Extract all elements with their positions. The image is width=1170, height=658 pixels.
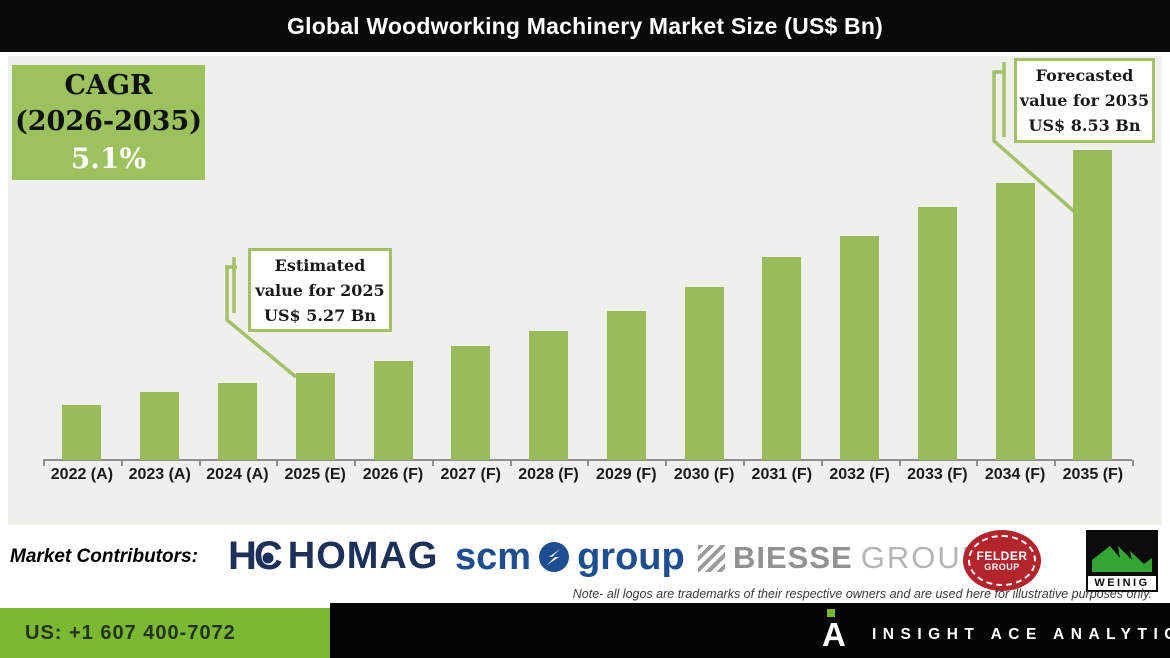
x-axis-tick bbox=[43, 460, 45, 466]
x-axis-tick bbox=[354, 460, 357, 466]
x-label-2028: 2028 (F) bbox=[518, 466, 579, 483]
biesse-logo-icon bbox=[698, 544, 725, 572]
homag-logo-text: HOMAG bbox=[287, 535, 439, 577]
bar-2033 bbox=[917, 207, 957, 460]
weinig-mountain-icon bbox=[1092, 546, 1152, 572]
weinig-logo: WEINIG bbox=[1086, 530, 1158, 592]
insight-ace-analytic-text: INSIGHT ACE ANALYTIC bbox=[872, 626, 1170, 643]
forecasted-line-2: value for 2035 bbox=[1019, 91, 1150, 110]
estimated-line-1: Estimated bbox=[274, 255, 366, 275]
x-axis-tick bbox=[587, 460, 590, 466]
x-axis-tick bbox=[976, 460, 979, 466]
scm-logo-text-left: scm bbox=[455, 536, 532, 578]
homag-dot-icon bbox=[262, 552, 274, 564]
homag-logo: HC HOMAG bbox=[228, 535, 438, 577]
footer-black-bar bbox=[330, 603, 1170, 658]
cagr-value: 5.1% bbox=[70, 141, 147, 175]
estimated-line-3: US$ 5.27 Bn bbox=[264, 305, 376, 325]
market-contributors-label: Market Contributors: bbox=[10, 546, 198, 567]
scm-group-logo: scm group bbox=[455, 537, 685, 577]
title-bar: Global Woodworking Machinery Market Size… bbox=[0, 0, 1170, 52]
x-label-2031: 2031 (F) bbox=[751, 466, 813, 483]
biesse-group-logo: BIESSE GROUP bbox=[698, 540, 984, 576]
weinig-logo-text: WEINIG bbox=[1088, 576, 1156, 590]
logo-a-glyph: A bbox=[822, 616, 846, 653]
insight-ace-analytic-icon: A bbox=[822, 607, 856, 655]
bar-2032 bbox=[840, 236, 880, 460]
bar-2026 bbox=[373, 361, 413, 460]
x-axis-tick bbox=[742, 460, 745, 466]
bar-2022 bbox=[62, 404, 102, 460]
cagr-box: CAGR (2026-2035) 5.1% bbox=[12, 65, 205, 180]
x-axis-tick bbox=[820, 460, 823, 466]
bar-2024 bbox=[217, 383, 257, 460]
logo-green-dot-icon bbox=[827, 609, 835, 617]
x-label-2029: 2029 (F) bbox=[596, 466, 657, 483]
bar-2023 bbox=[140, 392, 180, 460]
cagr-period: (2026-2035) bbox=[14, 105, 203, 137]
x-axis-tick bbox=[120, 460, 123, 466]
bar-2027 bbox=[451, 346, 491, 460]
scm-logo-icon bbox=[539, 542, 570, 572]
bar-2034 bbox=[995, 183, 1035, 460]
x-axis-tick bbox=[665, 460, 668, 466]
x-axis-tick bbox=[1131, 460, 1134, 466]
x-label-2035: 2035 (F) bbox=[1062, 466, 1124, 483]
trademark-note: Note- all logos are trademarks of their … bbox=[572, 587, 1152, 601]
estimated-value-callout: Estimated value for 2025 US$ 5.27 Bn bbox=[248, 248, 392, 332]
x-axis-tick bbox=[898, 460, 901, 466]
bar-2029 bbox=[606, 311, 646, 460]
felder-logo-text: FELDER bbox=[976, 548, 1028, 563]
x-label-2023: 2023 (A) bbox=[128, 466, 191, 483]
x-label-2033: 2033 (F) bbox=[907, 466, 968, 483]
forecasted-line-1: Forecasted bbox=[1035, 66, 1134, 85]
felder-group-text: GROUP bbox=[984, 561, 1020, 572]
x-label-2022: 2022 (A) bbox=[50, 466, 114, 483]
x-axis-tick bbox=[1054, 460, 1056, 466]
x-axis-tick bbox=[276, 460, 279, 466]
homag-logo-icon: HC bbox=[228, 535, 283, 577]
x-label-2032: 2032 (F) bbox=[829, 466, 890, 483]
forecasted-value-callout: Forecasted value for 2035 US$ 8.53 Bn bbox=[1014, 58, 1155, 143]
x-label-2034: 2034 (F) bbox=[984, 466, 1046, 483]
scm-logo-text-right: group bbox=[577, 536, 685, 578]
bar-2035 bbox=[1073, 149, 1113, 460]
chart-title: Global Woodworking Machinery Market Size… bbox=[287, 12, 883, 39]
bar-2031 bbox=[762, 257, 802, 460]
x-axis-tick bbox=[198, 460, 201, 466]
felder-logo-ring: FELDER GROUP bbox=[968, 535, 1036, 586]
x-label-2027: 2027 (F) bbox=[440, 466, 501, 483]
biesse-logo-text: BIESSE bbox=[733, 540, 853, 575]
biesse-group-text: GROUP bbox=[860, 540, 985, 575]
forecasted-line-3: US$ 8.53 Bn bbox=[1028, 116, 1141, 135]
x-label-2026: 2026 (F) bbox=[362, 466, 424, 483]
bar-2028 bbox=[529, 331, 568, 460]
x-axis-tick bbox=[509, 460, 512, 466]
bar-2030 bbox=[684, 286, 724, 460]
cagr-label: CAGR bbox=[64, 69, 153, 101]
bar-2025 bbox=[295, 373, 335, 460]
x-label-2030: 2030 (F) bbox=[673, 466, 735, 483]
footer-phone-bar: US: +1 607 400-7072 bbox=[0, 608, 330, 658]
x-label-2024: 2024 (A) bbox=[206, 466, 269, 483]
x-label-2025: 2025 (E) bbox=[284, 466, 346, 483]
phone-number: US: +1 607 400-7072 bbox=[25, 621, 236, 644]
x-axis-tick bbox=[431, 460, 434, 466]
felder-group-logo: FELDER GROUP bbox=[963, 530, 1041, 591]
estimated-line-2: value for 2025 bbox=[255, 280, 385, 300]
